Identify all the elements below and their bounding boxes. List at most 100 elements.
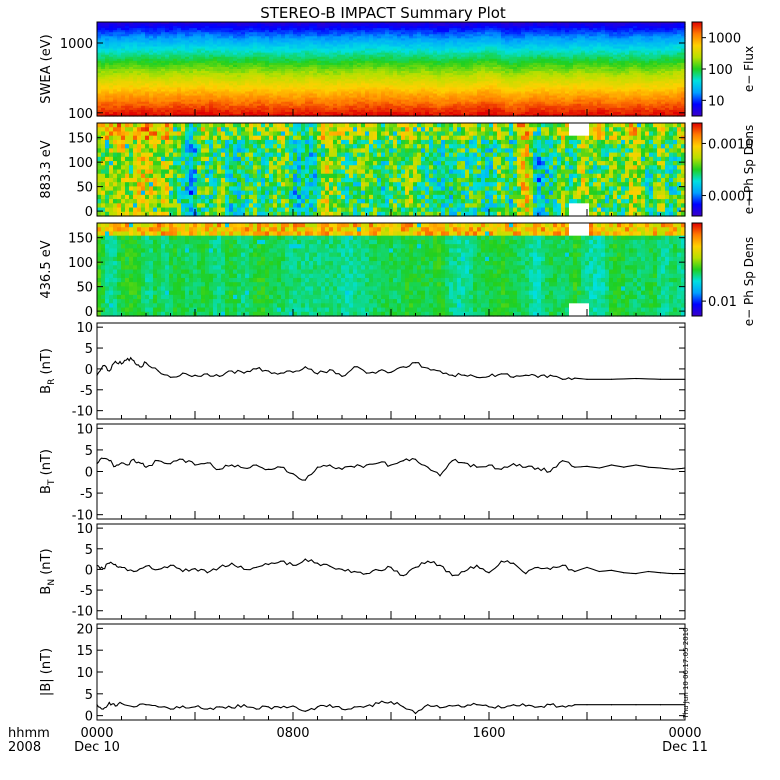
- data-point: [451, 575, 453, 577]
- panel-frame: [96, 423, 686, 520]
- data-point: [512, 562, 515, 564]
- data-point: [304, 479, 306, 481]
- data-point: [427, 466, 429, 468]
- x-tick-label: 0000: [668, 726, 701, 741]
- line-panel-2: 10 5 0 -5 -10 BT (nT): [39, 422, 686, 524]
- y-tick-label: 15: [76, 644, 93, 659]
- data-point: [635, 704, 637, 706]
- y-tick-label: 0: [85, 563, 93, 578]
- data-point: [243, 467, 245, 469]
- data-point: [390, 701, 392, 703]
- data-point: [684, 378, 686, 380]
- timestamp-label: Thu Jun 10 06:17:05 2010: [682, 627, 690, 719]
- data-point: [365, 464, 368, 466]
- data-point: [586, 378, 588, 380]
- y-tick-label: -5: [80, 384, 93, 399]
- x-row1-prefix: hhmm: [8, 726, 50, 741]
- plot-title: STEREO-B IMPACT Summary Plot: [260, 4, 506, 22]
- x-row2-prefix: 2008: [8, 740, 41, 755]
- data-point: [414, 458, 417, 460]
- y-tick-label: 0: [85, 710, 93, 725]
- data-point: [133, 570, 135, 573]
- data-point: [365, 372, 368, 374]
- colorbar-label: e− Ph Sp Dens: [742, 237, 756, 326]
- data-point: [329, 565, 331, 567]
- panel-frame: [96, 523, 686, 620]
- y-tick-label: 5: [85, 444, 93, 459]
- data-point: [114, 705, 116, 707]
- x-date-label: Dec 10: [74, 740, 120, 755]
- x-tick-label: 0000: [80, 726, 113, 741]
- data-point: [133, 458, 135, 460]
- data-point: [537, 376, 539, 378]
- data-point: [549, 704, 551, 706]
- data-point: [231, 464, 233, 466]
- data-point: [512, 376, 515, 378]
- y-tick-label: -5: [80, 487, 93, 502]
- data-point: [684, 467, 686, 469]
- data-point: [231, 370, 233, 372]
- data-point: [635, 377, 637, 380]
- data-point: [139, 366, 141, 368]
- data-point: [610, 464, 613, 466]
- data-point: [341, 708, 343, 710]
- y-tick-label: 150: [68, 132, 93, 147]
- y-tick-label: 0: [85, 205, 93, 220]
- data-point: [500, 468, 502, 470]
- data-point: [512, 463, 515, 465]
- data-point: [194, 464, 196, 466]
- data-point: [537, 467, 539, 469]
- data-point: [102, 365, 104, 367]
- y-axis-label: BR (nT): [39, 348, 57, 394]
- data-point: [439, 707, 441, 709]
- data-point: [292, 705, 294, 707]
- data-point: [182, 372, 184, 374]
- data-point: [488, 375, 490, 377]
- data-point: [304, 710, 306, 712]
- data-point: [133, 360, 135, 362]
- data-point: [525, 705, 527, 707]
- data-point: [120, 702, 123, 705]
- data-point: [182, 570, 184, 573]
- data-point: [231, 707, 233, 709]
- data-point: [304, 558, 306, 560]
- data-point: [439, 475, 441, 477]
- data-point: [476, 376, 478, 378]
- data-point: [463, 570, 466, 573]
- y-tick-label: 0: [85, 363, 93, 378]
- line-panels: 10 5 0 -5 -10 BR (nT) 10 5 0 -5 -10 BT (nT) 10 5 0 -5 -1…: [39, 321, 686, 725]
- line-panel-1: 10 5 0 -5 -10 BR (nT): [39, 321, 686, 420]
- data-point: [292, 564, 294, 566]
- colorbar-tick-label: 100: [708, 63, 733, 78]
- y-tick-label: 150: [68, 232, 93, 247]
- data-point: [182, 705, 184, 707]
- data-point: [169, 708, 172, 710]
- data-point: [488, 464, 490, 466]
- data-point: [574, 377, 576, 379]
- data-point: [623, 572, 625, 574]
- data-point: [574, 466, 576, 468]
- data-point: [659, 467, 662, 469]
- data-point: [280, 560, 282, 562]
- colorbar: [691, 21, 703, 117]
- data-point: [659, 378, 662, 380]
- data-point: [537, 566, 539, 569]
- y-tick-label: 5: [85, 342, 93, 357]
- data-point: [267, 468, 270, 470]
- data-point: [157, 370, 159, 372]
- y-tick-label: -5: [80, 584, 93, 599]
- data-point: [427, 560, 429, 562]
- data-point: [96, 463, 98, 465]
- data-point: [108, 701, 110, 704]
- y-tick-label: -10: [72, 405, 93, 420]
- data-point: [463, 374, 466, 376]
- data-point: [133, 706, 135, 708]
- data-point: [414, 712, 417, 715]
- data-point: [96, 564, 98, 566]
- data-point: [255, 368, 257, 370]
- colorbar-tick-label: 1000: [708, 32, 741, 47]
- data-point: [267, 706, 270, 708]
- data-point: [243, 704, 245, 706]
- y-axis-label: SWEA (eV): [39, 34, 54, 103]
